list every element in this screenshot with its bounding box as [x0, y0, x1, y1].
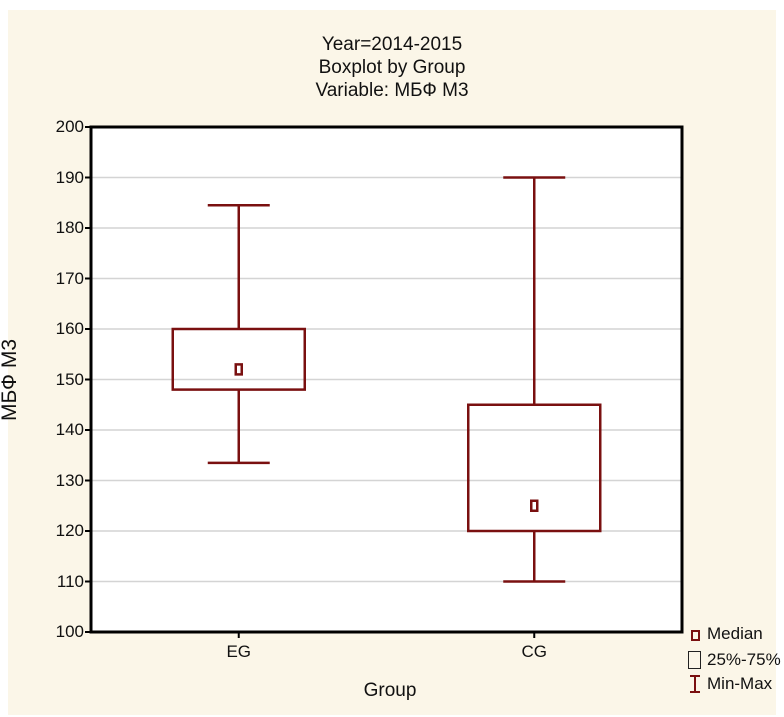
chart-subtitle: Variable: МБФ М3	[315, 80, 469, 101]
median-marker	[530, 499, 539, 512]
x-tick-label: CG	[521, 642, 548, 661]
median-marker	[234, 363, 243, 376]
y-tick-label: 180	[55, 218, 84, 237]
box-elements	[171, 176, 602, 583]
y-tick-label: 190	[55, 167, 84, 187]
legend-item-range: Min-Max	[688, 673, 772, 695]
x-axis-label: Group	[363, 680, 417, 701]
box-marker-icon	[688, 650, 702, 670]
y-tick-label: 130	[55, 470, 84, 490]
legend-label-range: Min-Max	[707, 674, 773, 693]
median-marker-icon	[688, 624, 702, 644]
y-tick-label: 140	[55, 420, 84, 439]
legend-label-iqr: 25%-75%	[707, 650, 781, 669]
y-tick-label: 110	[56, 571, 84, 591]
y-tick-label: 200	[55, 117, 84, 136]
chart-title: Boxplot by Group	[318, 57, 466, 78]
plot-frame	[89, 125, 684, 634]
iqr-box	[467, 403, 602, 533]
x-tick-label: EG	[226, 642, 252, 661]
iqr-box	[171, 327, 306, 391]
box-eg	[171, 204, 306, 465]
y-tick-label: 150	[55, 369, 84, 389]
y-tick-label: 120	[55, 521, 84, 540]
whisker-marker-icon	[688, 674, 702, 694]
y-axis-label: МБФ М3	[0, 339, 21, 422]
y-tick-label: 170	[55, 268, 84, 288]
chart-title-year: Year=2014-2015	[321, 34, 463, 55]
legend-label-median: Median	[707, 624, 763, 643]
legend-item-median: Median	[688, 623, 763, 645]
box-cg	[467, 176, 602, 583]
y-tick-label: 100	[55, 622, 84, 641]
y-tick-label: 160	[55, 319, 84, 338]
legend-item-iqr: 25%-75%	[688, 649, 781, 671]
